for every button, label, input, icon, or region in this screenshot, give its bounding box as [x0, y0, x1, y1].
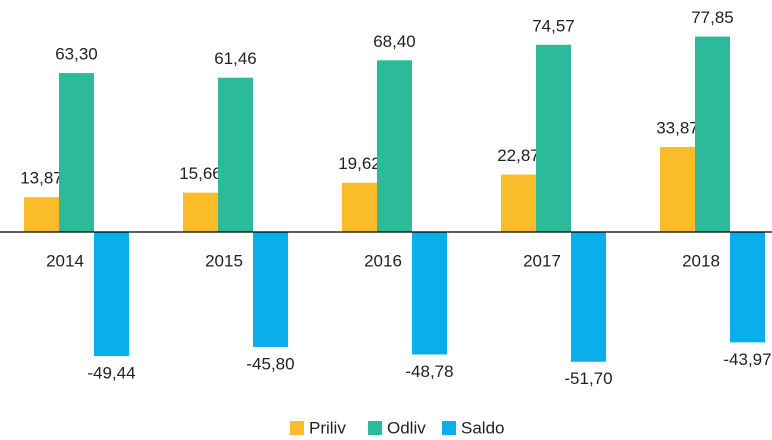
- bar: [59, 73, 94, 232]
- value-label: -43,97: [723, 350, 771, 369]
- legend-label: Odliv: [387, 418, 426, 437]
- bar: [377, 60, 412, 232]
- bar: [660, 146, 695, 232]
- value-label: 68,40: [373, 32, 416, 51]
- x-tick-label: 2015: [205, 251, 243, 270]
- bar: [695, 36, 730, 232]
- value-label: -48,78: [405, 362, 453, 381]
- bar: [501, 174, 536, 232]
- bar: [24, 197, 59, 232]
- x-tick-label: 2017: [523, 251, 561, 270]
- bar: [218, 77, 253, 232]
- value-label: 74,57: [532, 16, 575, 35]
- legend-swatch: [290, 421, 304, 435]
- value-label: 19,62: [338, 154, 381, 173]
- bar: [342, 182, 377, 232]
- bar: [536, 44, 571, 232]
- bar: [94, 231, 129, 357]
- legend-swatch: [442, 421, 456, 435]
- bar: [571, 231, 606, 362]
- x-tick-label: 2016: [364, 251, 402, 270]
- value-label: 13,87: [20, 169, 63, 188]
- bar: [730, 231, 765, 343]
- value-label: 77,85: [691, 8, 734, 27]
- bar: [253, 231, 288, 347]
- value-label: 63,30: [55, 45, 98, 64]
- value-label: 22,87: [497, 146, 540, 165]
- value-label: -51,70: [564, 369, 612, 388]
- value-label: 15,66: [179, 164, 222, 183]
- bar: [412, 231, 447, 355]
- legend-label: Priliv: [309, 418, 346, 437]
- legend-label: Saldo: [461, 418, 504, 437]
- value-label: 33,87: [656, 118, 699, 137]
- bar: [183, 192, 218, 232]
- legend-swatch: [368, 421, 382, 435]
- value-label: -49,44: [87, 364, 135, 383]
- x-tick-label: 2014: [46, 251, 84, 270]
- x-tick-label: 2018: [682, 251, 720, 270]
- value-label: -45,80: [246, 354, 294, 373]
- value-label: 61,46: [214, 49, 257, 68]
